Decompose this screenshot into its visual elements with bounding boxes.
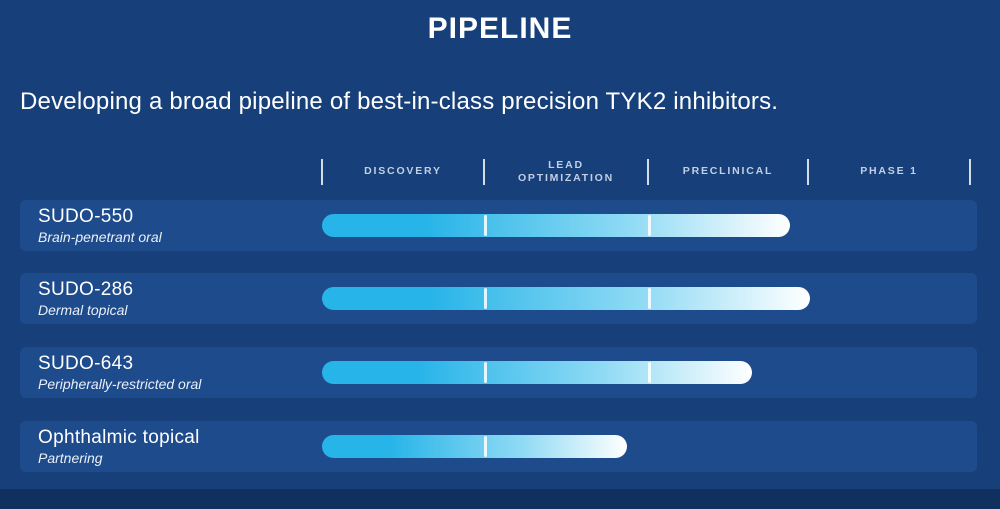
stage-label-text: DISCOVERY bbox=[364, 165, 442, 178]
stage-tick bbox=[647, 159, 649, 185]
stage-boundary-line bbox=[484, 288, 487, 309]
stage-label-text: PRECLINICAL bbox=[682, 165, 774, 178]
program-label: SUDO-286 Dermal topical bbox=[38, 279, 133, 318]
pipeline-row-sudo-286: SUDO-286 Dermal topical bbox=[20, 273, 977, 324]
progress-bar bbox=[322, 214, 790, 237]
stage-boundary-line bbox=[484, 215, 487, 236]
progress-track bbox=[322, 435, 970, 458]
footer-strip bbox=[0, 489, 1000, 509]
stage-label-text: PHASE 1 bbox=[860, 165, 918, 178]
stage-tick bbox=[807, 159, 809, 185]
program-description: Brain-penetrant oral bbox=[38, 229, 162, 245]
stage-label-lead-optimization: LEAD OPTIMIZATION bbox=[484, 152, 648, 192]
program-label: Ophthalmic topical Partnering bbox=[38, 427, 200, 466]
stage-boundary-line bbox=[484, 362, 487, 383]
subtitle: Developing a broad pipeline of best-in-c… bbox=[20, 88, 779, 115]
stage-tick bbox=[321, 159, 323, 185]
stage-boundary-line bbox=[484, 436, 487, 457]
progress-track bbox=[322, 287, 970, 310]
program-description: Dermal topical bbox=[38, 302, 128, 318]
pipeline-row-ophthalmic-topical: Ophthalmic topical Partnering bbox=[20, 421, 977, 472]
stage-tick bbox=[969, 159, 971, 185]
stage-label-discovery: DISCOVERY bbox=[322, 152, 484, 192]
program-name: SUDO-286 bbox=[38, 279, 134, 300]
page-title: PIPELINE bbox=[427, 12, 573, 45]
progress-track bbox=[322, 214, 970, 237]
stage-header: DISCOVERY LEAD OPTIMIZATION PRECLINICAL … bbox=[0, 152, 1000, 192]
program-description: Partnering bbox=[38, 450, 103, 466]
stage-boundary-line bbox=[647, 362, 651, 383]
program-name: Ophthalmic topical bbox=[38, 427, 200, 448]
program-name: SUDO-550 bbox=[38, 206, 134, 227]
stage-tick bbox=[483, 159, 485, 185]
stage-boundary-line bbox=[647, 215, 651, 236]
progress-track bbox=[322, 361, 970, 384]
progress-bar bbox=[322, 287, 810, 310]
stage-label-preclinical: PRECLINICAL bbox=[648, 152, 808, 192]
program-description: Peripherally-restricted oral bbox=[38, 376, 202, 392]
stage-label-phase-1: PHASE 1 bbox=[808, 152, 970, 192]
stage-boundary-line bbox=[647, 288, 651, 309]
program-name: SUDO-643 bbox=[38, 353, 134, 374]
program-label: SUDO-550 Brain-penetrant oral bbox=[38, 206, 162, 245]
pipeline-row-sudo-550: SUDO-550 Brain-penetrant oral bbox=[20, 200, 977, 251]
program-label: SUDO-643 Peripherally-restricted oral bbox=[38, 353, 201, 392]
progress-bar bbox=[322, 361, 753, 384]
stage-label-text: LEAD OPTIMIZATION bbox=[517, 158, 615, 184]
pipeline-row-sudo-643: SUDO-643 Peripherally-restricted oral bbox=[20, 347, 977, 398]
progress-bar bbox=[322, 435, 628, 458]
